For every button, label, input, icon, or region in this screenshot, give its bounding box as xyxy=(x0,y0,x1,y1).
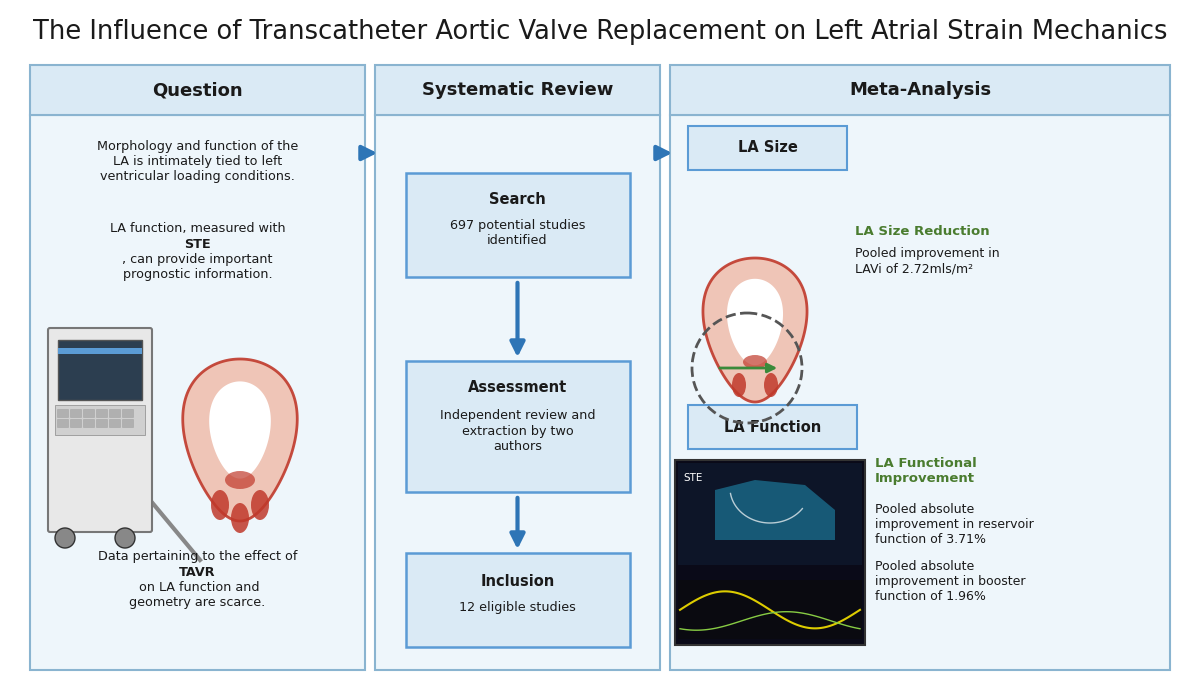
Text: Pooled absolute
improvement in reservoir
function of 3.71%: Pooled absolute improvement in reservoir… xyxy=(875,503,1033,546)
Text: The Influence of Transcatheter Aortic Valve Replacement on Left Atrial Strain Me: The Influence of Transcatheter Aortic Va… xyxy=(32,19,1168,45)
Text: LA Function: LA Function xyxy=(724,419,821,434)
Text: LA Size: LA Size xyxy=(738,140,798,155)
Text: 12 eligible studies: 12 eligible studies xyxy=(460,601,576,614)
Text: STE: STE xyxy=(683,473,702,483)
FancyBboxPatch shape xyxy=(58,409,70,418)
FancyBboxPatch shape xyxy=(70,409,82,418)
Text: Inclusion: Inclusion xyxy=(480,575,554,590)
FancyBboxPatch shape xyxy=(58,348,142,354)
Polygon shape xyxy=(209,382,271,479)
FancyBboxPatch shape xyxy=(58,340,142,400)
Text: LA function, measured with: LA function, measured with xyxy=(109,222,286,235)
Bar xyxy=(30,115,365,670)
Circle shape xyxy=(55,528,74,548)
Polygon shape xyxy=(727,279,784,365)
Ellipse shape xyxy=(211,490,229,520)
Text: on LA function and
geometry are scarce.: on LA function and geometry are scarce. xyxy=(130,581,265,609)
FancyBboxPatch shape xyxy=(674,460,865,645)
Ellipse shape xyxy=(226,471,256,489)
Text: 697 potential studies
identified: 697 potential studies identified xyxy=(450,219,586,247)
FancyBboxPatch shape xyxy=(109,419,121,428)
Text: STE: STE xyxy=(184,238,211,251)
Circle shape xyxy=(115,528,134,548)
Text: LA Functional
Improvement: LA Functional Improvement xyxy=(875,457,977,485)
Text: Pooled absolute
improvement in booster
function of 1.96%: Pooled absolute improvement in booster f… xyxy=(875,560,1026,603)
Text: Assessment: Assessment xyxy=(468,380,568,395)
FancyBboxPatch shape xyxy=(48,328,152,532)
FancyBboxPatch shape xyxy=(96,409,108,418)
Text: Systematic Review: Systematic Review xyxy=(422,81,613,99)
Ellipse shape xyxy=(764,373,778,397)
Text: Pooled improvement in
LAVi of 2.72mls/m²: Pooled improvement in LAVi of 2.72mls/m² xyxy=(854,247,1000,275)
Bar xyxy=(374,115,660,670)
Polygon shape xyxy=(703,258,808,402)
Text: LA Size Reduction: LA Size Reduction xyxy=(854,225,990,238)
FancyBboxPatch shape xyxy=(406,173,630,277)
Bar xyxy=(670,65,1170,115)
FancyBboxPatch shape xyxy=(688,126,847,170)
Text: TAVR: TAVR xyxy=(179,566,216,579)
Ellipse shape xyxy=(230,503,250,533)
FancyBboxPatch shape xyxy=(83,419,95,428)
Bar xyxy=(30,65,365,115)
FancyBboxPatch shape xyxy=(96,419,108,428)
Text: Independent review and
extraction by two
authors: Independent review and extraction by two… xyxy=(439,410,595,453)
FancyBboxPatch shape xyxy=(55,405,145,435)
Text: Meta-Analysis: Meta-Analysis xyxy=(848,81,991,99)
Polygon shape xyxy=(715,480,835,540)
FancyBboxPatch shape xyxy=(678,580,862,640)
FancyBboxPatch shape xyxy=(678,463,862,565)
Text: Morphology and function of the
LA is intimately tied to left
ventricular loading: Morphology and function of the LA is int… xyxy=(97,140,298,183)
Ellipse shape xyxy=(732,373,746,397)
Polygon shape xyxy=(182,359,298,521)
FancyBboxPatch shape xyxy=(406,553,630,647)
FancyBboxPatch shape xyxy=(70,419,82,428)
FancyBboxPatch shape xyxy=(122,419,134,428)
FancyBboxPatch shape xyxy=(109,409,121,418)
FancyBboxPatch shape xyxy=(122,409,134,418)
FancyBboxPatch shape xyxy=(406,361,630,492)
Text: Data pertaining to the effect of: Data pertaining to the effect of xyxy=(98,550,298,563)
Bar xyxy=(374,65,660,115)
FancyBboxPatch shape xyxy=(688,405,857,449)
Text: , can provide important
prognostic information.: , can provide important prognostic infor… xyxy=(122,253,272,281)
Text: Question: Question xyxy=(152,81,242,99)
FancyBboxPatch shape xyxy=(58,419,70,428)
Text: Search: Search xyxy=(490,192,546,207)
FancyBboxPatch shape xyxy=(83,409,95,418)
Bar xyxy=(670,115,1170,670)
Ellipse shape xyxy=(251,490,269,520)
Ellipse shape xyxy=(743,355,767,369)
